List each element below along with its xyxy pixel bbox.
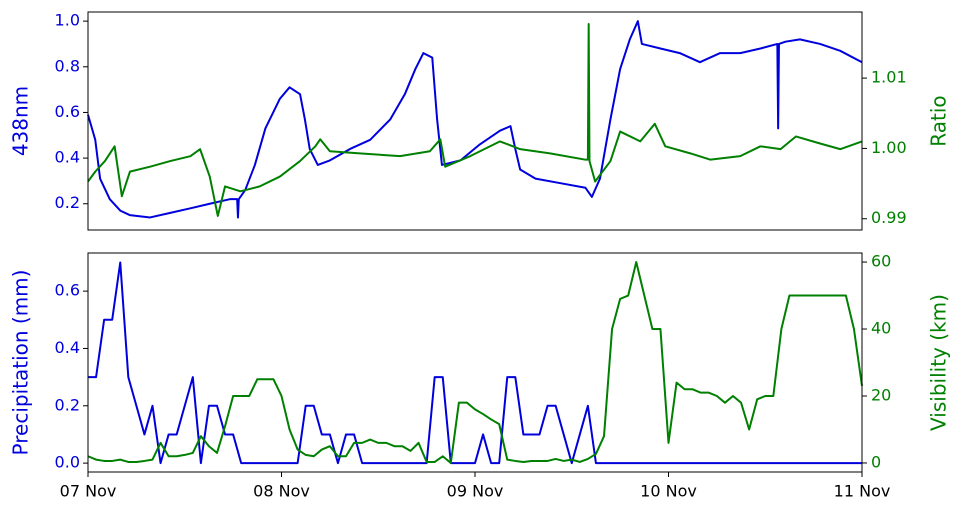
y-tick-label: 0.2 xyxy=(55,395,80,414)
y2-tick-label: 20 xyxy=(871,385,891,404)
y2-tick-label: 1.00 xyxy=(871,138,907,157)
y2-axis-label: Visibility (km) xyxy=(927,294,951,431)
y-tick-label: 0.4 xyxy=(55,148,80,167)
y2-tick-label: 0 xyxy=(871,452,881,471)
series-line xyxy=(87,20,863,219)
y-axis-label: 438nm xyxy=(9,86,33,156)
y-axis-label: Precipitation (mm) xyxy=(9,270,33,456)
x-tick-label: 09 Nov xyxy=(447,482,504,501)
x-tick-label: 11 Nov xyxy=(834,482,891,501)
y2-tick-label: 1.01 xyxy=(871,68,907,87)
y2-tick-label: 40 xyxy=(871,319,891,338)
series-line xyxy=(87,22,863,217)
series-line xyxy=(88,261,862,465)
y-tick-label: 0.6 xyxy=(55,102,80,121)
y-tick-label: 0.2 xyxy=(55,193,80,212)
y-tick-label: 0.4 xyxy=(55,338,80,357)
plot-frame xyxy=(87,11,863,231)
series-line xyxy=(87,261,863,464)
x-tick-label: 07 Nov xyxy=(60,482,117,501)
y2-tick-label: 0.99 xyxy=(871,208,907,227)
y2-tick-label: 60 xyxy=(871,252,891,271)
x-tick-label: 08 Nov xyxy=(253,482,310,501)
x-tick-label: 10 Nov xyxy=(640,482,697,501)
y2-axis-label: Ratio xyxy=(927,95,951,146)
y-tick-label: 0.0 xyxy=(55,453,80,472)
y-tick-label: 0.8 xyxy=(55,56,80,75)
y-tick-label: 0.6 xyxy=(55,281,80,300)
y-tick-label: 1.0 xyxy=(55,11,80,30)
